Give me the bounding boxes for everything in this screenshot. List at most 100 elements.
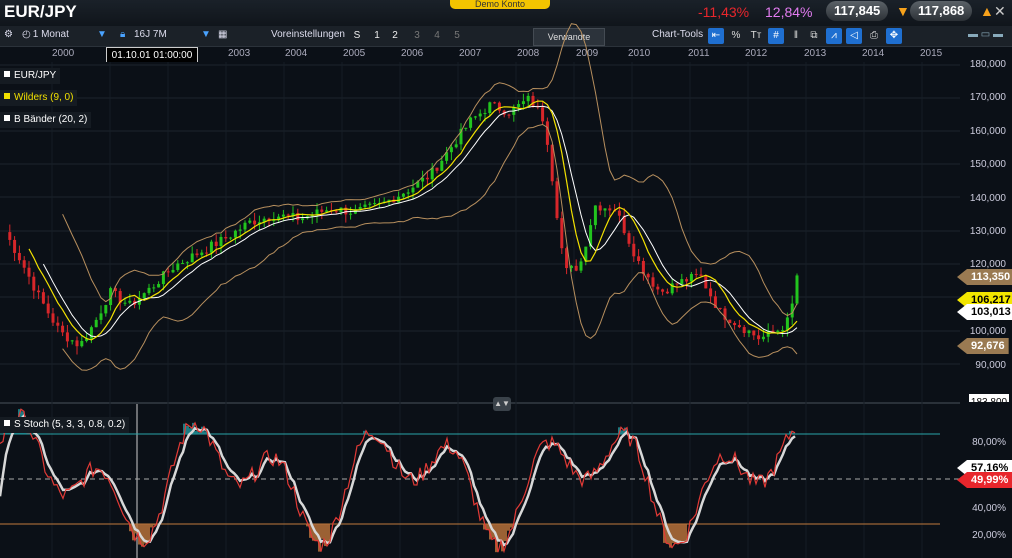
text-size-icon[interactable]: Tт xyxy=(750,30,762,41)
buy-price-button[interactable]: 117,868 xyxy=(910,1,973,21)
clock-icon: ◴ xyxy=(22,29,31,40)
preset-3-button[interactable]: 3 xyxy=(414,30,420,41)
candle-body xyxy=(488,102,492,114)
candle-body xyxy=(123,302,127,304)
candle-body xyxy=(397,196,401,203)
price-tick-label: 120,000 xyxy=(969,259,1006,271)
print-icon[interactable]: ⎙ xyxy=(870,30,878,41)
candle-body xyxy=(401,193,405,197)
candle-body xyxy=(737,325,741,328)
overbought-fill xyxy=(27,432,30,434)
candle-body xyxy=(718,307,722,309)
grid-icon[interactable]: # xyxy=(768,28,784,44)
candle-body xyxy=(411,187,415,193)
calendar-icon[interactable]: ▦ xyxy=(218,29,228,40)
candle-body xyxy=(694,273,698,275)
overbought-fill xyxy=(183,423,186,434)
preset-s-button[interactable]: S xyxy=(353,30,361,41)
settings-tool-icon[interactable]: ✥ xyxy=(886,28,902,44)
sell-price-button[interactable]: 117,845 xyxy=(826,1,889,21)
chevron-down-icon[interactable]: ▼ xyxy=(97,29,107,40)
year-label: 2014 xyxy=(862,48,885,59)
candle-body xyxy=(89,327,93,339)
candle-body xyxy=(8,232,12,240)
candle-body xyxy=(464,127,468,129)
minimize-icon[interactable]: ▬ ▭ ▬ xyxy=(968,29,1004,40)
candle-body xyxy=(190,253,194,263)
close-icon[interactable]: ✕ xyxy=(994,3,1006,19)
chevron-down-icon[interactable]: ▼ xyxy=(201,29,211,40)
oversold-fill xyxy=(327,524,330,542)
draw-tool-icon[interactable]: ◁ xyxy=(846,28,862,44)
legend-swatch xyxy=(4,93,10,99)
range-value[interactable]: 16J 7M xyxy=(134,29,167,40)
candle-body xyxy=(723,308,727,320)
candle-body xyxy=(166,271,170,273)
candle-body xyxy=(454,144,458,148)
preset-5-button[interactable]: 5 xyxy=(454,30,460,41)
legend-bands[interactable]: B Bänder (20, 2) xyxy=(0,112,92,128)
candle-body xyxy=(603,208,607,211)
candle-body xyxy=(219,236,223,247)
legend-wilders-label: Wilders (9, 0) xyxy=(14,92,74,103)
wilders-line xyxy=(28,100,798,341)
buy-arrow-icon: ▲ xyxy=(980,3,994,19)
candle-body xyxy=(541,107,545,122)
legend-stoch[interactable]: S Stoch (5, 3, 3, 0.8, 0.2) xyxy=(0,417,130,433)
demo-account-badge[interactable]: Demo Konto xyxy=(450,0,550,9)
layers-icon[interactable]: ⧉ xyxy=(810,30,818,41)
year-label: 2007 xyxy=(459,48,482,59)
lock-icon[interactable]: 🔒︎ xyxy=(120,29,126,40)
top-bar: EUR/JPY Demo Konto -11,43% 12,84% 117,84… xyxy=(0,0,1012,26)
gear-icon[interactable]: ⚙ xyxy=(4,29,13,40)
pane-resize-handle[interactable]: ▲▼ xyxy=(493,397,511,411)
candle-body xyxy=(94,319,98,328)
candle-body xyxy=(358,206,362,210)
candle-body xyxy=(680,279,684,285)
stoch-d-line xyxy=(0,413,796,547)
tag-stoch-d: 49,99% xyxy=(957,472,1012,488)
preset-2-button[interactable]: 2 xyxy=(392,30,398,41)
price-tick-label: 180,000 xyxy=(969,59,1006,70)
legend-main[interactable]: EUR/JPY xyxy=(0,68,61,84)
legend-swatch xyxy=(4,115,10,121)
preset-1-button[interactable]: 1 xyxy=(374,30,380,41)
candle-body xyxy=(142,293,146,299)
candle-icon[interactable]: ǁ xyxy=(793,30,799,41)
candle-body xyxy=(61,325,65,333)
candle-body xyxy=(757,335,761,340)
year-label: 2012 xyxy=(745,48,768,59)
legend-swatch xyxy=(4,420,10,426)
interval-select[interactable]: ◴ 1 Monat xyxy=(22,29,69,40)
candle-body xyxy=(637,256,641,261)
price-tick-label: 160,000 xyxy=(969,125,1006,137)
overbought-fill xyxy=(621,430,624,434)
candle-body xyxy=(493,102,497,104)
trend-tool-icon[interactable]: ⩘ xyxy=(826,28,842,44)
candle-body xyxy=(733,323,737,326)
change-positive: 12,84% xyxy=(765,4,813,20)
candle-body xyxy=(70,340,74,342)
percent-button[interactable]: % xyxy=(731,30,741,41)
candle-body xyxy=(363,204,367,207)
legend-bands-label: B Bänder (20, 2) xyxy=(14,114,88,125)
candle-body xyxy=(483,113,487,115)
year-label: 2015 xyxy=(920,48,943,59)
candle-body xyxy=(521,101,525,105)
candle-body xyxy=(752,330,756,336)
oversold-fill xyxy=(489,524,492,540)
candle-body xyxy=(291,213,295,216)
candle-body xyxy=(65,332,69,342)
preset-4-button[interactable]: 4 xyxy=(434,30,440,41)
chart-canvas[interactable] xyxy=(0,0,960,558)
candle-body xyxy=(622,215,626,234)
oversold-fill xyxy=(483,524,486,530)
back-arrow-icon[interactable]: ⇤ xyxy=(708,28,724,44)
oversold-fill xyxy=(504,524,507,542)
presets-label: Voreinstellungen xyxy=(271,29,345,40)
legend-wilders[interactable]: Wilders (9, 0) xyxy=(0,90,78,106)
candle-body xyxy=(689,273,693,282)
oversold-fill xyxy=(324,524,327,547)
candle-body xyxy=(310,215,314,217)
candle-body xyxy=(651,277,655,287)
